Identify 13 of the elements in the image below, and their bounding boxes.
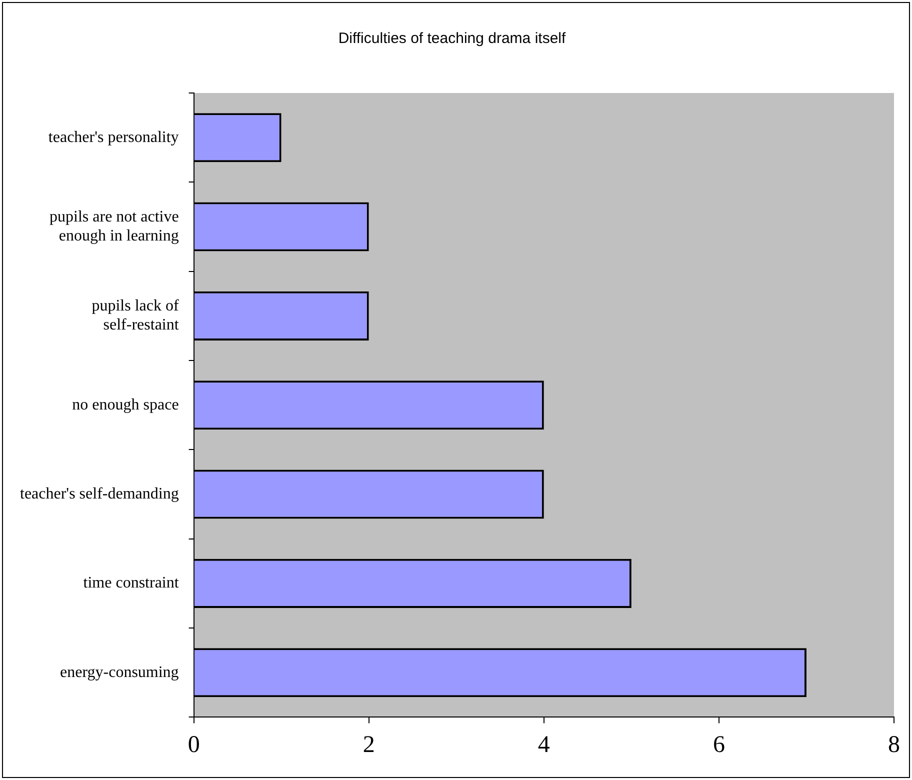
chart-title: Difficulties of teaching drama itself [338, 30, 566, 48]
x-tick-label: 4 [538, 732, 550, 758]
x-tick-label: 6 [712, 732, 725, 758]
y-tick-label: pupils lack of self-restaint [92, 298, 180, 334]
y-tick-label: pupils are not active enough in learning [50, 208, 179, 245]
y-tick-label: teacher's personality [48, 128, 179, 146]
x-tick-label: 0 [188, 732, 200, 758]
x-tick-label: 2 [362, 732, 375, 758]
y-tick-label: time constraint [83, 574, 180, 592]
y-tick-label: teacher's self-demanding [20, 485, 179, 502]
y-tick-label: energy-consuming [60, 664, 179, 681]
x-tick-label: 8 [888, 732, 900, 758]
y-tick-label: no enough space [72, 396, 179, 414]
